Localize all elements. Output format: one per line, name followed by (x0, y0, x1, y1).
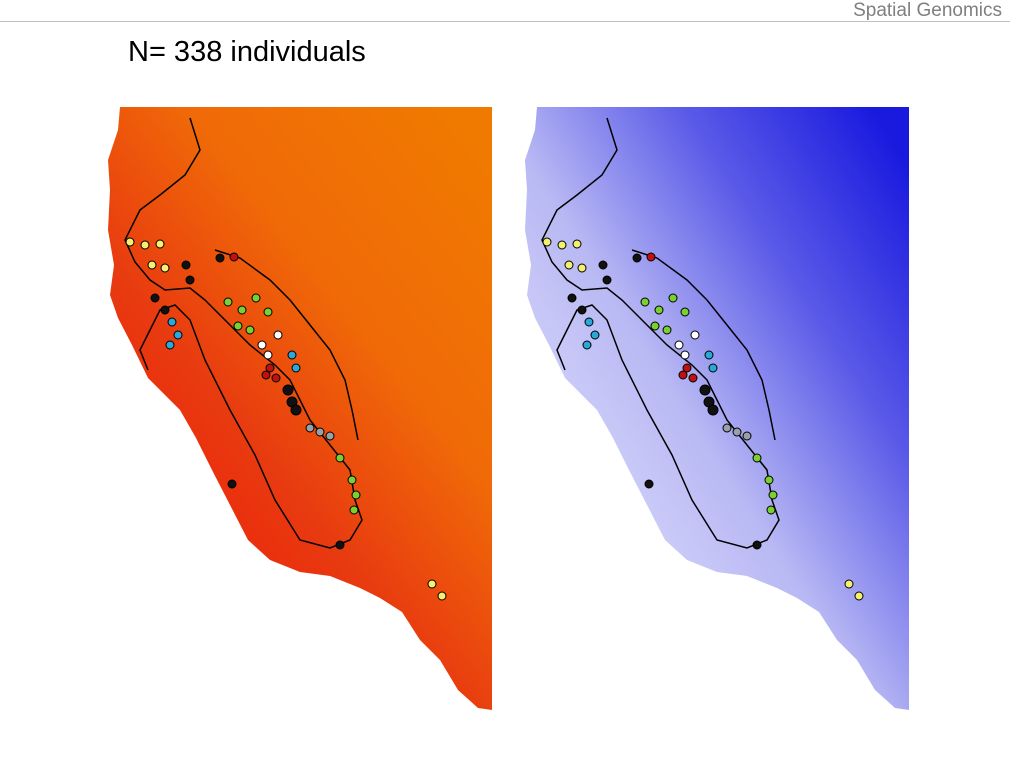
slide-title: N= 338 individuals (128, 36, 366, 68)
precipitation-map (525, 107, 909, 710)
temperature-map (108, 107, 492, 710)
header-title: Spatial Genomics (853, 0, 1002, 21)
header-rule (0, 21, 1010, 22)
